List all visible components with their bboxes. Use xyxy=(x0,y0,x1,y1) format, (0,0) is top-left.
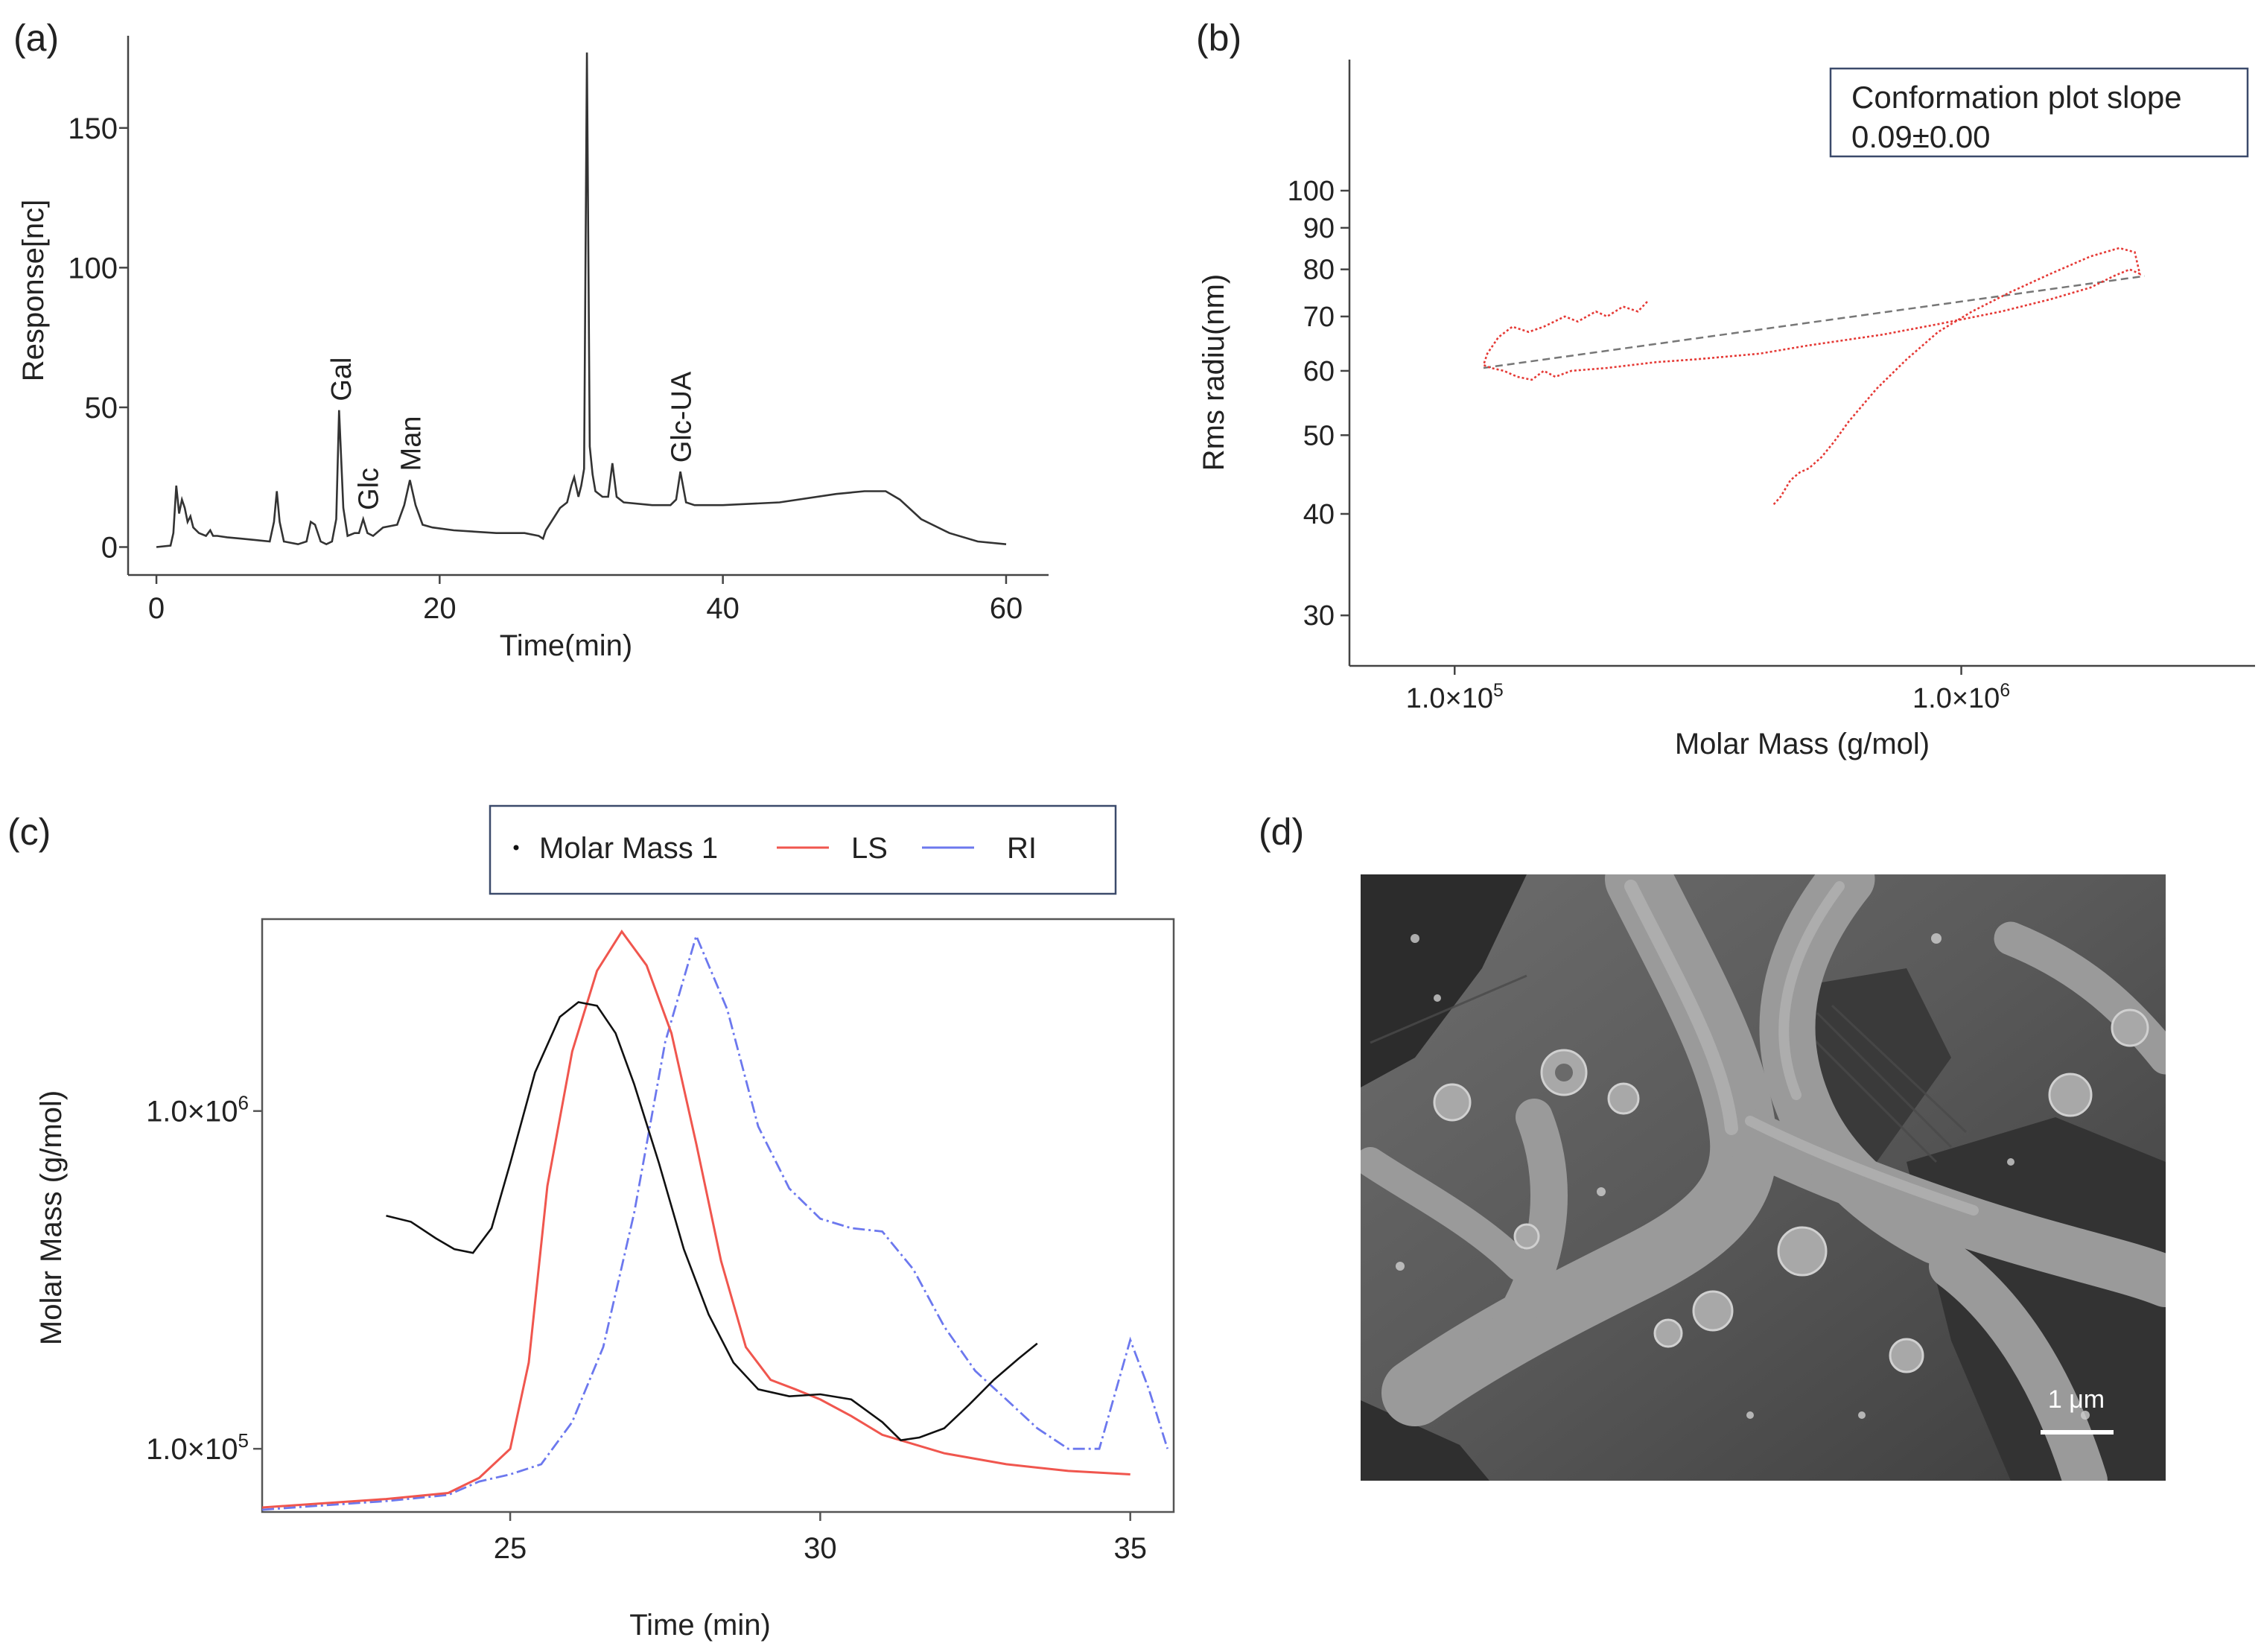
panel-a-y-label: Response[nc] xyxy=(17,200,50,382)
panel-c-legend-box xyxy=(489,804,1117,895)
panel-a-peak-label: Man xyxy=(395,416,427,471)
panel-c-ri-line xyxy=(261,933,1169,1511)
panel-a-x-ticks: 0 20 40 60 xyxy=(148,575,1023,625)
panel-c-legend-ls: LS xyxy=(851,832,888,865)
panel-c-x-tick-label: 25 xyxy=(494,1532,527,1565)
panel-c-y-ticks: 1.0×105 1.0×106 xyxy=(146,1092,262,1466)
panel-c-y-tick-label: 1.0×106 xyxy=(146,1092,249,1128)
panel-b: (b) 1.0×105 1.0×106 30 40 50 60 70 80 90 100 Con… xyxy=(1196,17,2255,760)
panel-a-chromatogram-line xyxy=(156,52,1007,548)
panel-a-x-label: Time(min) xyxy=(500,629,633,662)
panel-b-x-tick-label: 1.0×105 xyxy=(1406,681,1504,714)
panel-c-x-tick-label: 35 xyxy=(1113,1532,1147,1565)
panel-b-legend-box xyxy=(1829,67,2249,158)
panel-a-y-tick-label: 0 xyxy=(101,531,118,564)
sem-scale-bar xyxy=(2041,1430,2114,1435)
panel-b-y-ticks: 30 40 50 60 70 80 90 100 xyxy=(1288,176,1349,632)
panel-a-x-tick-label: 40 xyxy=(706,592,740,625)
sem-micrograph: 1 μm xyxy=(1361,874,2166,1481)
panel-b-y-tick-label: 100 xyxy=(1288,176,1335,207)
panel-a-peak-label: Glc-UA xyxy=(667,371,698,463)
panel-b-y-tick-label: 50 xyxy=(1303,420,1335,451)
panel-d-label: (d) xyxy=(1259,811,1304,853)
panel-c-molar-mass-line xyxy=(386,1001,1038,1442)
panel-b-y-tick-label: 40 xyxy=(1303,499,1335,530)
panel-b-y-tick-label: 70 xyxy=(1303,302,1335,333)
panel-a-peak-labels: Gal Glc Man Glc-UA xyxy=(326,358,697,510)
panel-a-y-tick-label: 100 xyxy=(68,252,118,285)
panel-a-x-tick-label: 0 xyxy=(148,592,165,625)
panel-b-legend-title: Conformation plot slope xyxy=(1851,80,2182,115)
panel-b-x-label: Molar Mass (g/mol) xyxy=(1675,728,1930,760)
panel-c-legend-marker-molar-mass xyxy=(513,845,519,851)
panel-b-y-tick-label: 30 xyxy=(1303,600,1335,632)
panel-d: (d) xyxy=(1259,811,2166,1481)
panel-c-ls-line xyxy=(261,930,1130,1509)
panel-b-legend-value: 0.09±0.00 xyxy=(1851,119,1991,154)
panel-c-label: (c) xyxy=(7,811,51,853)
panel-c-legend-molar-mass: Molar Mass 1 xyxy=(539,832,718,865)
panel-b-y-tick-label: 90 xyxy=(1303,213,1335,244)
panel-c-plot-frame xyxy=(261,918,1175,1513)
panel-c-y-tick-label: 1.0×105 xyxy=(146,1429,249,1466)
sem-scale-bar-label: 1 μm xyxy=(2048,1385,2105,1414)
panel-b-y-tick-label: 60 xyxy=(1303,356,1335,387)
panel-a-x-tick-label: 60 xyxy=(990,592,1023,625)
panel-b-label: (b) xyxy=(1196,17,1241,59)
panel-a-x-tick-label: 20 xyxy=(423,592,457,625)
panel-a-y-ticks: 0 50 100 150 xyxy=(68,112,128,564)
panel-a-y-tick-label: 50 xyxy=(85,392,118,425)
panel-c-x-label: Time (min) xyxy=(629,1609,771,1642)
panel-b-y-label: Rms radiu(nm) xyxy=(1198,274,1230,471)
panel-c-y-label: Molar Mass (g/mol) xyxy=(35,1090,68,1345)
panel-a: (a) 0 20 40 60 0 50 100 150 Gal Glc Man Glc-UA Ti… xyxy=(13,17,1049,662)
panel-a-peak-label: Gal xyxy=(326,358,357,401)
panel-b-x-tick-label: 1.0×106 xyxy=(1912,681,2010,714)
panel-b-rms-radius-series xyxy=(1482,247,2142,506)
panel-a-peak-label: Glc xyxy=(353,468,384,510)
panel-c: (c) Molar Mass 1 LS RI 25 30 35 1.0×1051.0… xyxy=(7,804,1175,1642)
panel-b-y-tick-label: 80 xyxy=(1303,255,1335,286)
panel-a-y-tick-label: 150 xyxy=(68,112,118,145)
panel-c-x-tick-label: 30 xyxy=(804,1532,837,1565)
panel-c-x-ticks: 25 30 35 xyxy=(494,1512,1147,1565)
panel-c-legend-ri: RI xyxy=(1007,832,1037,865)
panel-a-label: (a) xyxy=(13,17,59,59)
panel-b-x-ticks: 1.0×105 1.0×106 xyxy=(1406,666,2010,714)
panel-b-fit-line xyxy=(1483,275,2145,369)
